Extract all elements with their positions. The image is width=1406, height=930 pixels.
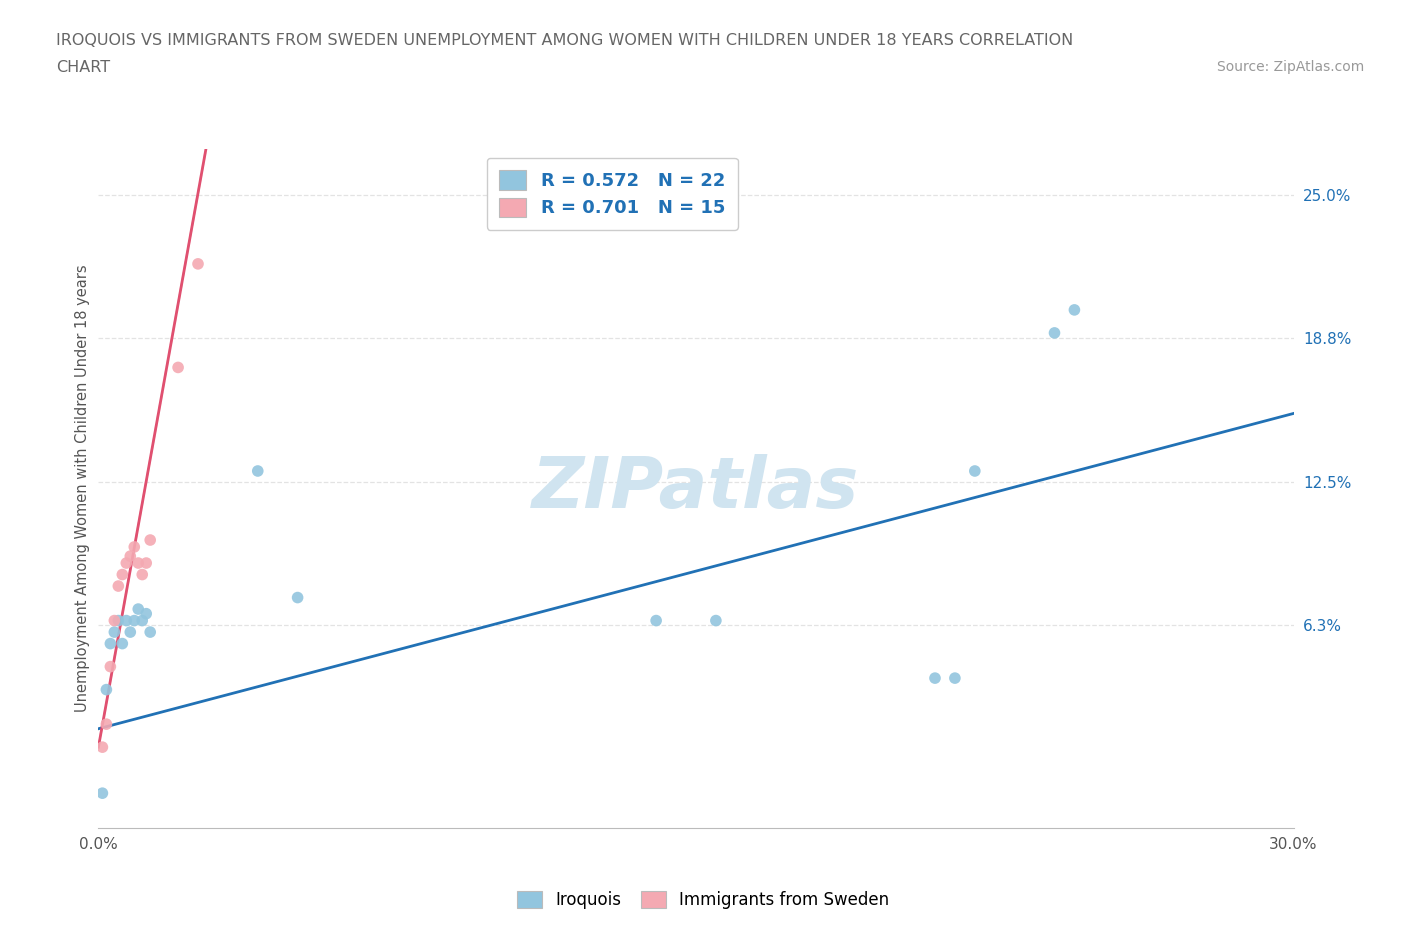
Point xyxy=(91,786,114,801)
Legend: Iroquois, Immigrants from Sweden: Iroquois, Immigrants from Sweden xyxy=(509,883,897,917)
Point xyxy=(1063,302,1085,317)
Point xyxy=(131,567,153,582)
Point xyxy=(107,613,129,628)
Text: CHART: CHART xyxy=(56,60,110,75)
Point xyxy=(1043,326,1066,340)
Point xyxy=(124,539,146,554)
Point xyxy=(124,613,146,628)
Point xyxy=(246,463,269,478)
Text: Source: ZipAtlas.com: Source: ZipAtlas.com xyxy=(1216,60,1364,74)
Text: ZIPatlas: ZIPatlas xyxy=(533,454,859,523)
Point xyxy=(704,613,727,628)
Point xyxy=(135,555,157,570)
Point xyxy=(139,625,162,640)
Point xyxy=(120,625,142,640)
Point xyxy=(135,606,157,621)
Point xyxy=(187,257,209,272)
Point xyxy=(127,555,149,570)
Point xyxy=(131,613,153,628)
Point xyxy=(287,591,309,605)
Point xyxy=(107,578,129,593)
Y-axis label: Unemployment Among Women with Children Under 18 years: Unemployment Among Women with Children U… xyxy=(75,264,90,712)
Point xyxy=(96,683,118,698)
Point xyxy=(115,555,138,570)
Point xyxy=(645,613,668,628)
Point xyxy=(91,739,114,754)
Point xyxy=(115,613,138,628)
Point xyxy=(103,625,125,640)
Point xyxy=(98,659,122,674)
Point xyxy=(127,602,149,617)
Legend: R = 0.572   N = 22, R = 0.701   N = 15: R = 0.572 N = 22, R = 0.701 N = 15 xyxy=(486,158,738,230)
Point xyxy=(943,671,966,685)
Point xyxy=(111,636,134,651)
Point xyxy=(103,613,125,628)
Point xyxy=(96,717,118,732)
Point xyxy=(120,549,142,564)
Point xyxy=(111,567,134,582)
Point xyxy=(963,463,986,478)
Point xyxy=(924,671,946,685)
Text: IROQUOIS VS IMMIGRANTS FROM SWEDEN UNEMPLOYMENT AMONG WOMEN WITH CHILDREN UNDER : IROQUOIS VS IMMIGRANTS FROM SWEDEN UNEMP… xyxy=(56,33,1074,47)
Point xyxy=(139,533,162,548)
Point xyxy=(167,360,190,375)
Point xyxy=(98,636,122,651)
